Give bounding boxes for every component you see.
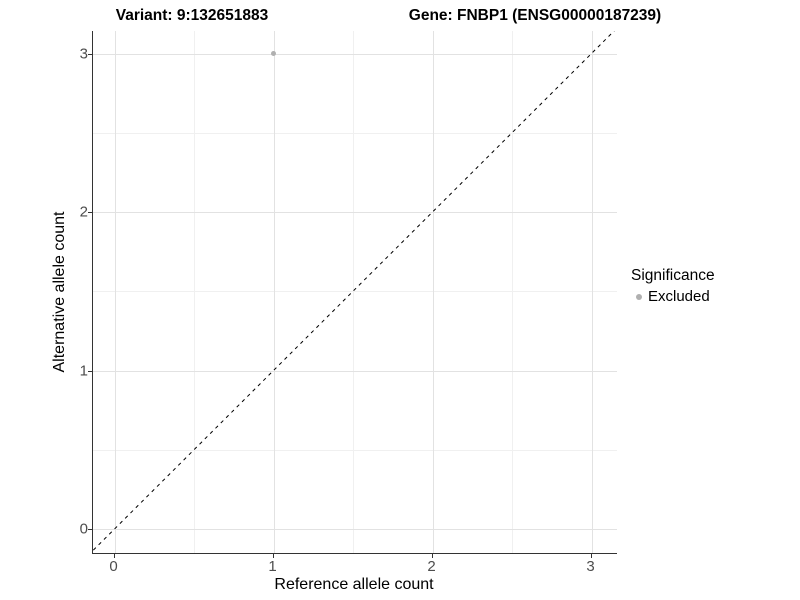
- y-tick-label: 0: [79, 520, 88, 538]
- x-tick-mark: [431, 554, 433, 558]
- legend-entry-excluded: Excluded: [631, 288, 715, 305]
- plot-layer: [93, 31, 615, 552]
- x-tick-label: 2: [427, 558, 436, 575]
- gene-title: Gene: FNBP1 (ENSG00000187239): [408, 7, 662, 24]
- excluded-point-icon: [635, 293, 642, 300]
- identity-dashed-line: [93, 31, 615, 552]
- gridline-y-major: [93, 53, 617, 55]
- y-tick-mark: [88, 370, 92, 372]
- x-tick-mark: [113, 554, 115, 558]
- y-axis-title: Alternative allele count: [51, 211, 68, 373]
- gridline-y-minor: [93, 449, 617, 451]
- gridline-x-major: [591, 31, 593, 553]
- x-tick-label: 0: [109, 558, 118, 575]
- legend-title: Significance: [631, 267, 715, 284]
- gridline-x-major: [114, 31, 116, 553]
- legend: Significance Excluded: [631, 267, 715, 305]
- y-tick-mark: [88, 212, 92, 213]
- gridline-x-major: [432, 31, 434, 553]
- gridline-y-major: [93, 212, 617, 213]
- data-point: [271, 51, 276, 56]
- x-tick-label: 1: [268, 558, 277, 575]
- gridline-y-minor: [93, 132, 617, 134]
- x-axis-title: Reference allele count: [274, 576, 434, 593]
- variant-title: Variant: 9:132651883: [115, 7, 269, 24]
- x-tick-label: 3: [586, 558, 595, 575]
- y-tick-label: 3: [79, 45, 88, 62]
- x-tick-mark: [590, 554, 592, 558]
- gridline-y-major: [93, 529, 617, 530]
- plot-panel: [92, 31, 617, 554]
- x-tick-mark: [272, 554, 274, 558]
- y-tick-mark: [88, 529, 92, 530]
- gridline-x-major: [273, 31, 275, 553]
- y-tick-label: 1: [79, 362, 88, 379]
- legend-key: [631, 289, 646, 304]
- legend-entry-label: Excluded: [648, 288, 710, 305]
- gridline-y-minor: [93, 291, 617, 293]
- y-tick-mark: [88, 53, 92, 55]
- y-tick-label: 2: [79, 203, 88, 221]
- gridline-y-major: [93, 370, 617, 372]
